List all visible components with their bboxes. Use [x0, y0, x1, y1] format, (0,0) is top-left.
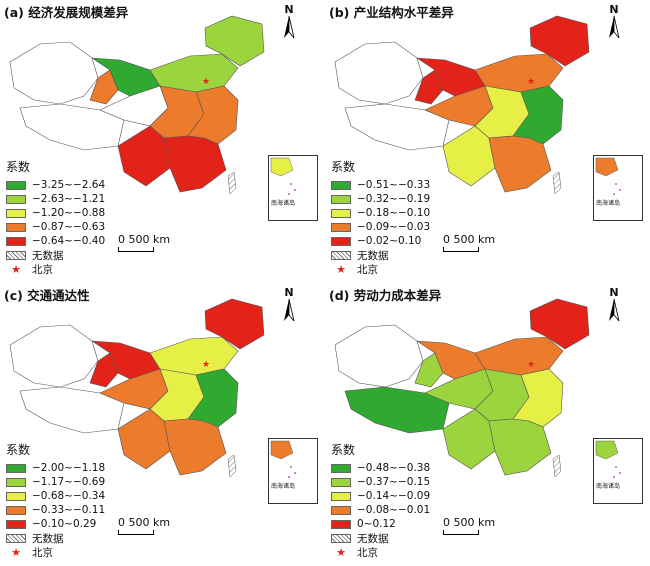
- region-xinjiang: [334, 324, 424, 388]
- legend-no-data: 无数据: [331, 248, 430, 262]
- region-south: [488, 135, 552, 193]
- scale-bar: 0 500 km: [118, 516, 182, 535]
- legend: 系数 −3.25~−2.64 −2.63~−1.21 −1.20~−0.88 −…: [6, 160, 106, 276]
- legend-item: −2.63~−1.21: [6, 192, 105, 206]
- south-china-sea-inset: 南海诸岛: [593, 155, 643, 221]
- beijing-star-icon: ★: [527, 360, 535, 370]
- region-taiwan: [227, 171, 237, 195]
- south-china-sea-inset: 南海诸岛: [268, 438, 318, 504]
- region-xinjiang-east: [89, 352, 119, 388]
- star-icon: ★: [11, 545, 21, 559]
- north-arrow-icon: N: [601, 4, 627, 40]
- beijing-star-icon: ★: [202, 77, 210, 87]
- scale-bar: 0 500 km: [443, 516, 507, 535]
- region-northeast: [204, 298, 265, 350]
- region-northeast: [529, 15, 590, 67]
- legend-no-data: 无数据: [331, 531, 430, 545]
- star-icon: ★: [336, 262, 346, 276]
- scale-bar: 0 500 km: [118, 233, 182, 252]
- region-south: [163, 135, 227, 193]
- legend-item: 0~0.12: [331, 517, 430, 531]
- region-xinjiang: [9, 324, 99, 388]
- star-icon: ★: [11, 262, 21, 276]
- map-panel-d: ★ (d) 劳动力成本差异 N 系数 −0.48~−0.38 −0.37~−0.…: [325, 283, 650, 566]
- legend-item: −3.25~−2.64: [6, 178, 105, 192]
- legend-item: −0.02~0.10: [331, 234, 430, 248]
- panel-title: (d) 劳动力成本差异: [329, 288, 442, 303]
- south-china-sea-inset: 南海诸岛: [593, 438, 643, 504]
- legend-item: −0.37~−0.15: [331, 475, 430, 489]
- beijing-star-icon: ★: [527, 77, 535, 87]
- star-icon: ★: [336, 545, 346, 559]
- legend: 系数 −2.00~−1.18 −1.17~−0.69 −0.68~−0.34 −…: [6, 443, 106, 559]
- map-panel-c: ★ (c) 交通通达性 N 系数 −2.00~−1.18 −1.17~−0.69…: [0, 283, 325, 566]
- region-xinjiang-east: [414, 69, 444, 105]
- north-arrow-icon: N: [276, 287, 302, 323]
- china-map: ★: [334, 298, 590, 478]
- region-taiwan: [552, 454, 562, 478]
- region-south: [163, 418, 227, 476]
- legend-item: −0.87~−0.63: [6, 220, 105, 234]
- legend-item: −2.00~−1.18: [6, 461, 105, 475]
- north-arrow-icon: N: [276, 4, 302, 40]
- legend-item: −0.33~−0.11: [6, 503, 105, 517]
- legend-item: −1.17~−0.69: [6, 475, 105, 489]
- legend-item: −0.64~−0.40: [6, 234, 105, 248]
- panel-title: (c) 交通通达性: [4, 288, 90, 303]
- legend-beijing: ★ 北京: [6, 262, 105, 276]
- region-taiwan: [552, 171, 562, 195]
- legend-item: −0.14~−0.09: [331, 489, 430, 503]
- region-xinjiang-east: [414, 352, 444, 388]
- legend-item: −0.08~−0.01: [331, 503, 430, 517]
- map-panel-b: ★ (b) 产业结构水平差异 N 系数 −0.51~−0.33 −0.32~−0…: [325, 0, 650, 283]
- beijing-star-icon: ★: [202, 360, 210, 370]
- region-xinjiang: [9, 41, 99, 105]
- region-taiwan: [227, 454, 237, 478]
- legend-beijing: ★ 北京: [331, 545, 430, 559]
- legend-item: −0.68~−0.34: [6, 489, 105, 503]
- china-map: ★: [9, 15, 265, 195]
- legend-beijing: ★ 北京: [331, 262, 430, 276]
- legend-item: −0.10~0.29: [6, 517, 105, 531]
- legend-item: −0.32~−0.19: [331, 192, 430, 206]
- legend-beijing: ★ 北京: [6, 545, 105, 559]
- legend-item: −0.48~−0.38: [331, 461, 430, 475]
- legend-item: −1.20~−0.88: [6, 206, 105, 220]
- north-arrow-icon: N: [601, 287, 627, 323]
- region-northeast: [204, 15, 265, 67]
- legend-no-data: 无数据: [6, 531, 105, 545]
- legend: 系数 −0.48~−0.38 −0.37~−0.15 −0.14~−0.09 −…: [331, 443, 431, 559]
- south-china-sea-inset: 南海诸岛: [268, 155, 318, 221]
- china-map: ★: [9, 298, 265, 478]
- china-map: ★: [334, 15, 590, 195]
- map-panel-a: ★ (a) 经济发展规模差异 N 系数 −3.25~−2.64 −2.63~−1…: [0, 0, 325, 283]
- legend-item: −0.09~−0.03: [331, 220, 430, 234]
- legend-no-data: 无数据: [6, 248, 105, 262]
- legend-item: −0.51~−0.33: [331, 178, 430, 192]
- legend-item: −0.18~−0.10: [331, 206, 430, 220]
- panel-title: (a) 经济发展规模差异: [4, 5, 129, 20]
- region-south: [488, 418, 552, 476]
- panel-title: (b) 产业结构水平差异: [329, 5, 454, 20]
- scale-bar: 0 500 km: [443, 233, 507, 252]
- region-northeast: [529, 298, 590, 350]
- region-xinjiang: [334, 41, 424, 105]
- legend: 系数 −0.51~−0.33 −0.32~−0.19 −0.18~−0.10 −…: [331, 160, 431, 276]
- region-xinjiang-east: [89, 69, 119, 105]
